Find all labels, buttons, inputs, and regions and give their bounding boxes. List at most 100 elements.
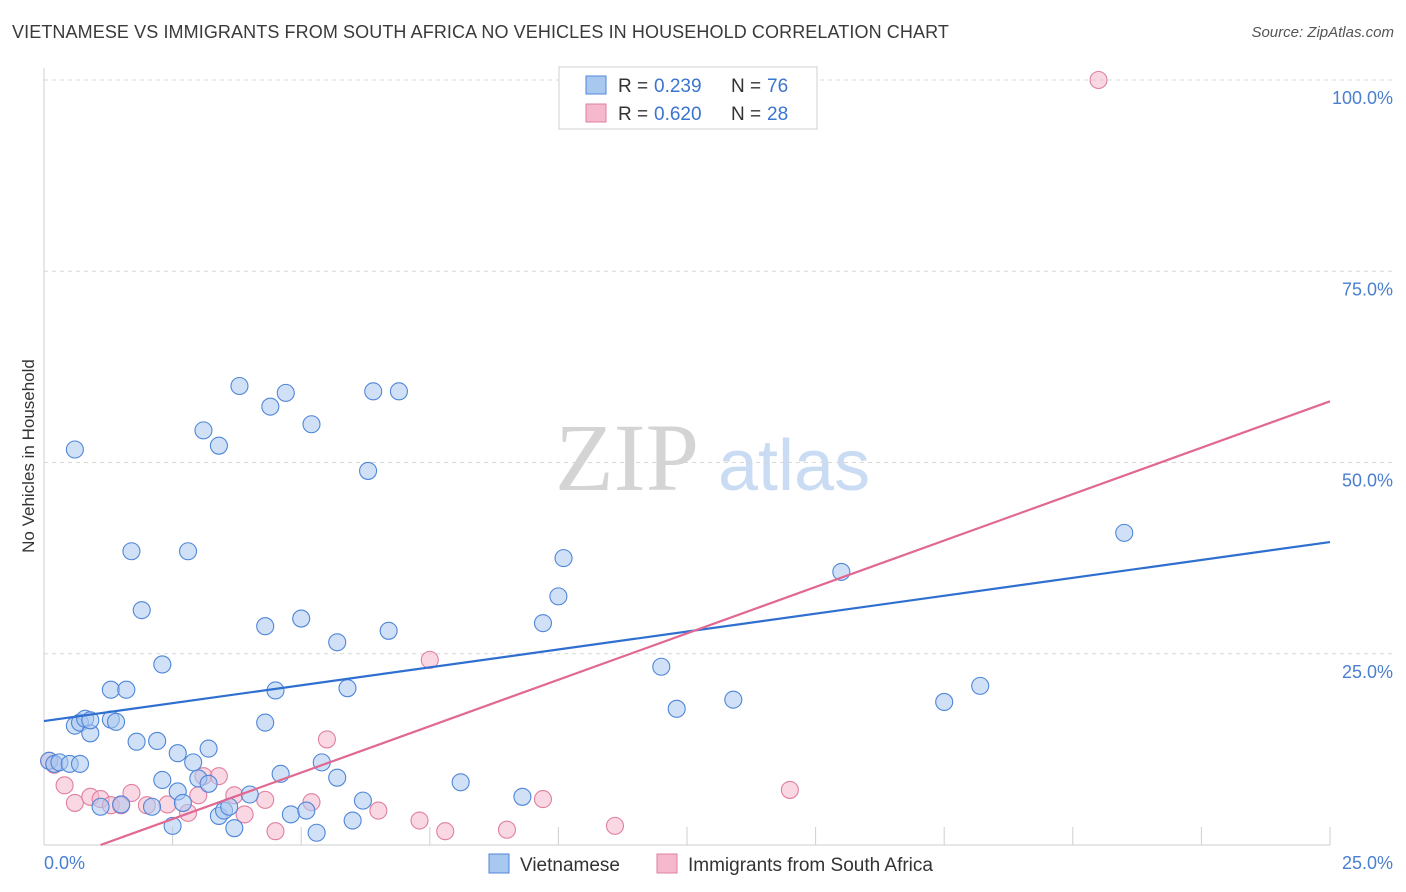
south-africa-point xyxy=(235,805,254,824)
legend-r-label-1: R = xyxy=(618,76,648,97)
y-tick-label: 75.0% xyxy=(1342,279,1393,299)
south-africa-point xyxy=(410,811,429,830)
vietnamese-point xyxy=(230,376,249,396)
vietnamese-point xyxy=(117,680,136,699)
vietnamese-point xyxy=(122,542,141,561)
vietnamese-point xyxy=(256,713,275,732)
vietnamese-point xyxy=(554,549,573,568)
vietnamese-point xyxy=(724,690,743,709)
vietnamese-point xyxy=(106,712,126,731)
watermark-atlas: atlas xyxy=(718,426,870,506)
vietnamese-point xyxy=(199,739,218,758)
legend-n-value-1: 76 xyxy=(767,76,788,97)
vietnamese-point xyxy=(225,819,244,838)
chart-title: VIETNAMESE VS IMMIGRANTS FROM SOUTH AFRI… xyxy=(12,22,949,42)
vietnamese-point xyxy=(364,382,383,401)
vietnamese-point xyxy=(302,415,321,434)
vietnamese-point xyxy=(281,805,300,824)
legend-swatch-south-africa xyxy=(585,103,607,123)
vietnamese-point xyxy=(261,397,280,416)
vietnamese-point xyxy=(328,768,347,787)
y-tick-label: 50.0% xyxy=(1342,471,1393,491)
vietnamese-point xyxy=(101,680,120,699)
axes: 25.0% 50.0% 75.0% 100.0% 0.0% 25.0% xyxy=(43,68,1393,873)
south-africa-trend-line xyxy=(100,400,1331,847)
south-africa-point xyxy=(317,730,336,749)
vietnamese-point xyxy=(353,791,372,810)
legend-swatch-vietnamese xyxy=(585,75,607,95)
south-africa-point xyxy=(266,822,285,841)
south-africa-point xyxy=(369,801,388,820)
vietnamese-point xyxy=(127,732,146,751)
vietnamese-point xyxy=(112,795,131,814)
watermark: ZIP atlas xyxy=(555,404,870,511)
vietnamese-point xyxy=(194,421,213,440)
vietnamese-point xyxy=(549,587,568,606)
legend-r-value-1: 0.239 xyxy=(654,76,702,97)
south-africa-point xyxy=(533,790,553,809)
south-africa-point xyxy=(1089,70,1108,90)
vietnamese-point xyxy=(173,793,192,812)
south-africa-point xyxy=(55,776,74,795)
vietnamese-point xyxy=(328,633,347,652)
vietnamese-point xyxy=(199,774,218,793)
vietnamese-point xyxy=(652,657,671,676)
legend-r-value-2: 0.620 xyxy=(654,104,702,125)
vietnamese-point xyxy=(533,614,553,633)
vietnamese-point xyxy=(91,797,110,816)
legend-r-label-2: R = xyxy=(618,104,648,125)
south-africa-point xyxy=(497,820,517,839)
bottom-legend-swatch-south-africa xyxy=(656,853,678,874)
vietnamese-point xyxy=(307,823,326,842)
vietnamese-point xyxy=(142,797,162,816)
vietnamese-point xyxy=(451,773,470,792)
trend-lines xyxy=(43,400,1331,847)
vietnamese-point xyxy=(297,801,316,820)
grid xyxy=(44,79,1393,655)
vietnamese-point xyxy=(389,382,408,401)
y-axis-label: No Vehicles in Household xyxy=(19,359,38,553)
bottom-legend-swatch-vietnamese xyxy=(488,853,510,874)
y-tick-label: 100.0% xyxy=(1332,88,1393,108)
vietnamese-point xyxy=(292,609,311,628)
bottom-legend-label-vietnamese: Vietnamese xyxy=(520,855,620,876)
vietnamese-point xyxy=(359,461,378,480)
vietnamese-point xyxy=(935,692,954,711)
vietnamese-point xyxy=(338,679,357,698)
legend: R = 0.239 N = 76 R = 0.620 N = 28 xyxy=(558,66,818,130)
vietnamese-point xyxy=(168,744,187,763)
legend-n-value-2: 28 xyxy=(767,104,788,125)
x-tick-label: 0.0% xyxy=(44,853,85,873)
vietnamese-point xyxy=(343,811,362,830)
legend-n-label-1: N = xyxy=(731,76,761,97)
vietnamese-point xyxy=(65,440,84,459)
y-tick-label: 25.0% xyxy=(1342,662,1393,682)
watermark-zip: ZIP xyxy=(555,404,699,511)
vietnamese-point xyxy=(256,617,275,636)
vietnamese-point xyxy=(667,699,686,718)
south-africa-point xyxy=(780,780,799,799)
vietnamese-point xyxy=(513,787,532,806)
south-africa-point xyxy=(256,790,275,809)
vietnamese-point xyxy=(153,770,172,790)
vietnamese-point xyxy=(70,754,90,773)
vietnamese-point xyxy=(178,542,198,561)
vietnamese-point xyxy=(209,436,228,455)
x-tick-label: 25.0% xyxy=(1342,853,1393,873)
south-africa-point xyxy=(122,783,141,803)
south-africa-point xyxy=(605,816,625,835)
vietnamese-point xyxy=(276,383,295,402)
legend-n-label-2: N = xyxy=(731,104,761,125)
vietnamese-point xyxy=(153,655,172,674)
vietnamese-point xyxy=(132,601,151,620)
bottom-legend-label-south-africa: Immigrants from South Africa xyxy=(688,855,933,876)
bottom-legend: Vietnamese Immigrants from South Africa xyxy=(488,853,933,876)
vietnamese-point xyxy=(379,621,398,640)
vietnamese-trend-line xyxy=(43,540,1331,723)
south-africa-point xyxy=(65,793,84,812)
vietnamese-point xyxy=(1115,523,1134,542)
vietnamese-point xyxy=(971,676,990,695)
chart-source: Source: ZipAtlas.com xyxy=(1251,24,1394,41)
vietnamese-point xyxy=(148,731,167,751)
